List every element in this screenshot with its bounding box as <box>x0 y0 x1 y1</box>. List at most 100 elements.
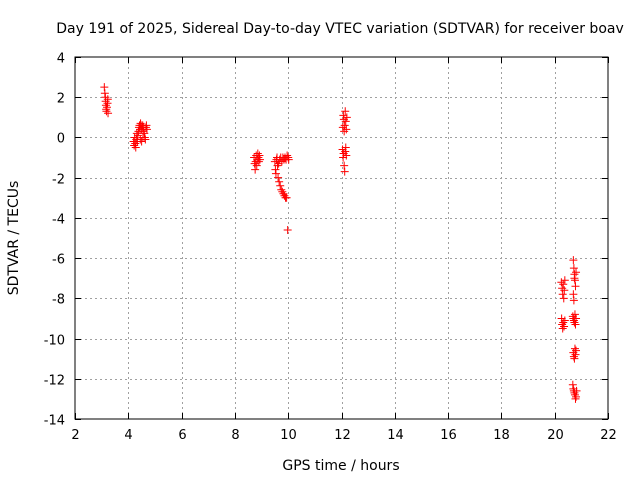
data-point <box>341 147 350 156</box>
data-point <box>255 155 264 164</box>
x-axis-label: GPS time / hours <box>282 458 399 474</box>
x-tick-label: 18 <box>493 428 510 443</box>
data-point <box>136 119 145 128</box>
data-point <box>132 129 141 138</box>
data-point <box>342 125 351 134</box>
x-tick-label: 22 <box>600 428 617 443</box>
x-tick-label: 6 <box>178 428 186 443</box>
data-point <box>559 318 568 327</box>
data-point <box>570 354 579 363</box>
data-point <box>570 310 579 319</box>
y-axis-label: SDTVAR / TECUs <box>6 181 22 296</box>
grid <box>75 57 608 419</box>
data-point <box>570 344 579 353</box>
y-tick-label: 2 <box>57 92 65 107</box>
data-point <box>253 149 262 158</box>
data-point <box>340 161 349 170</box>
data-point <box>569 256 578 265</box>
data-point <box>340 127 349 136</box>
data-point <box>558 320 567 329</box>
data-point <box>137 137 146 146</box>
data-point <box>341 117 350 126</box>
data-point <box>572 392 581 401</box>
data-point <box>340 121 349 130</box>
data-point <box>569 316 578 325</box>
data-point <box>571 282 580 291</box>
data-point <box>142 125 151 134</box>
data-point <box>558 324 567 333</box>
data-point <box>572 268 581 277</box>
plot-frame <box>74 56 609 420</box>
data-point <box>283 225 292 234</box>
y-tick-label: -6 <box>52 253 65 268</box>
data-point <box>559 294 568 303</box>
y-tick-label: 4 <box>57 52 65 67</box>
data-point <box>142 121 151 130</box>
data-point <box>100 83 109 92</box>
data-point <box>280 191 289 200</box>
data-point <box>569 384 578 393</box>
data-series <box>100 83 581 403</box>
data-point <box>250 159 259 168</box>
data-point <box>570 390 579 399</box>
data-point <box>273 161 282 170</box>
data-point <box>274 173 283 182</box>
data-point <box>558 290 567 299</box>
data-point <box>277 157 286 166</box>
data-point <box>284 155 293 164</box>
data-point <box>569 352 578 361</box>
y-tick-label: -10 <box>44 334 65 349</box>
y-tick-label: -12 <box>44 374 65 389</box>
x-tick-label: 8 <box>231 428 239 443</box>
y-tick-label: -2 <box>52 173 65 188</box>
data-point <box>284 153 293 162</box>
data-point <box>570 274 579 283</box>
y-tick-label: 0 <box>57 132 65 147</box>
data-point <box>133 131 142 140</box>
y-tick-label: -4 <box>52 213 65 228</box>
x-tick-label: 20 <box>547 428 564 443</box>
data-point <box>560 276 569 285</box>
x-tick-label: 4 <box>124 428 132 443</box>
data-point <box>342 113 351 122</box>
data-point <box>276 181 285 190</box>
x-tick-label: 14 <box>387 428 404 443</box>
data-point <box>557 314 566 323</box>
data-point <box>131 143 140 152</box>
data-point <box>570 276 579 285</box>
data-point <box>341 107 350 116</box>
data-point <box>560 286 569 295</box>
data-point <box>283 151 292 160</box>
data-point <box>251 165 260 174</box>
data-point <box>141 123 150 132</box>
y-tick-label: -8 <box>52 293 65 308</box>
data-point <box>103 95 112 104</box>
data-point <box>278 187 287 196</box>
data-point <box>271 169 280 178</box>
data-point <box>571 320 580 329</box>
data-point <box>282 193 291 202</box>
data-point <box>275 177 284 186</box>
x-tick-label: 16 <box>440 428 457 443</box>
data-point <box>100 89 109 98</box>
data-point <box>570 388 579 397</box>
data-point <box>254 153 263 162</box>
data-point <box>568 380 577 389</box>
x-tick-label: 12 <box>334 428 351 443</box>
data-point <box>342 151 351 160</box>
data-point <box>339 111 348 120</box>
data-point <box>559 280 568 289</box>
data-point <box>338 123 347 132</box>
data-point <box>572 346 581 355</box>
data-point <box>569 264 578 273</box>
data-point <box>572 386 581 395</box>
data-point <box>279 189 288 198</box>
data-point <box>569 290 578 299</box>
data-point <box>560 316 569 325</box>
data-point <box>570 318 579 327</box>
data-point <box>271 165 280 174</box>
data-point <box>130 141 139 150</box>
data-point <box>558 284 567 293</box>
